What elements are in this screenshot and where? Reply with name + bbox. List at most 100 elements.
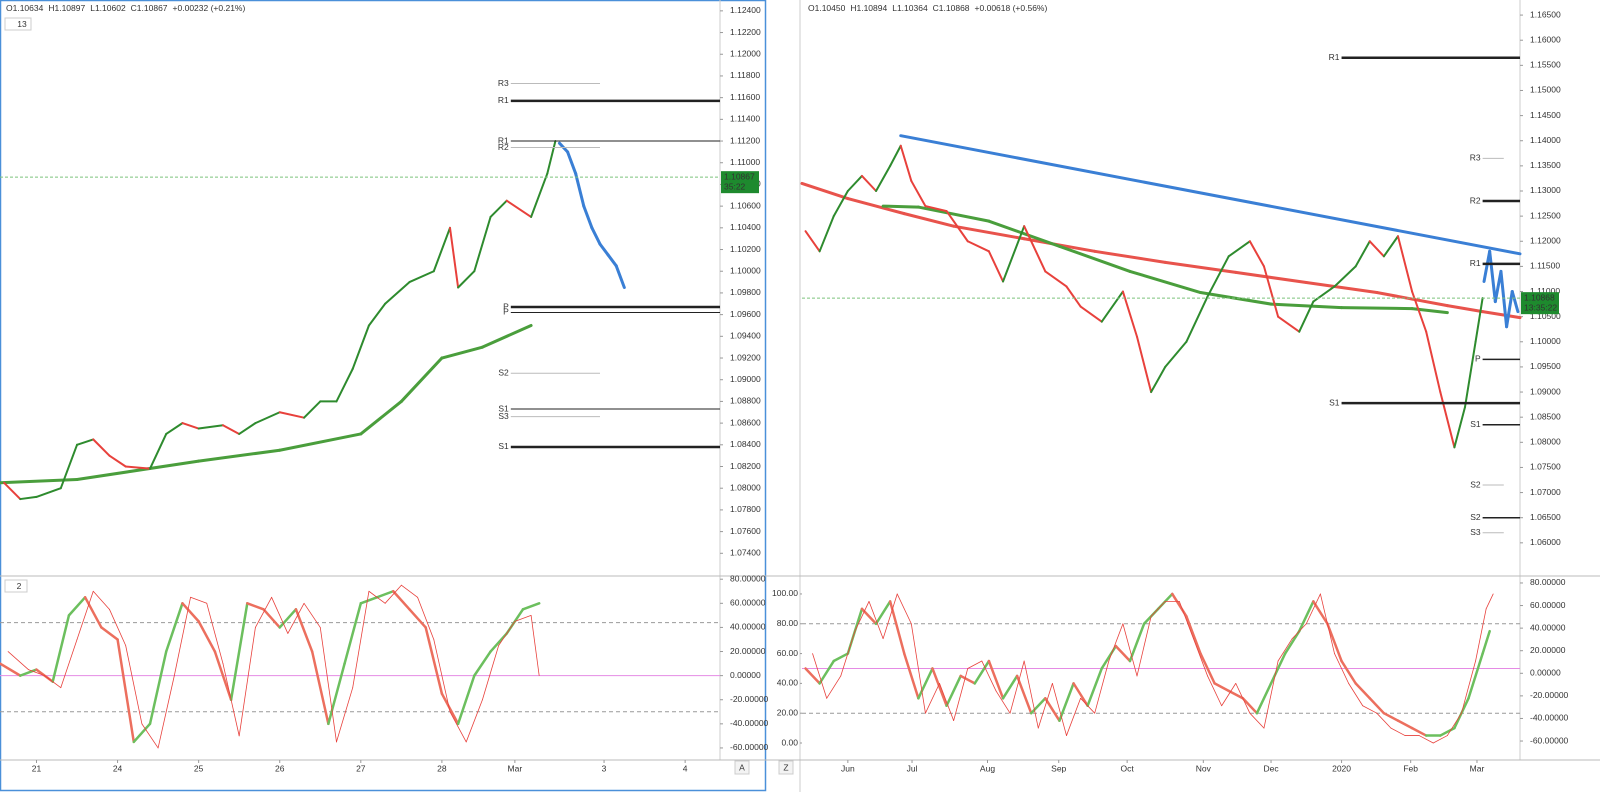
x-tick-label: 25 (194, 763, 204, 773)
oscillator-line (1108, 623, 1124, 662)
y-tick-label: 1.12400 (730, 5, 761, 15)
osc-tick-label: 60.00000 (1530, 600, 1566, 610)
osc-tick-label: 80.00000 (1530, 577, 1566, 587)
x-tick-label: 28 (437, 763, 447, 773)
oscillator-line (1227, 689, 1245, 700)
price-line (1277, 315, 1301, 333)
oscillator-line (1390, 727, 1406, 736)
last-price-label: 1.10868 (1524, 292, 1555, 302)
y-tick-label: 1.13500 (1530, 160, 1561, 170)
price-line (76, 438, 95, 446)
price-line (124, 465, 151, 470)
oscillator-line (1114, 644, 1132, 663)
oscillator-line (100, 626, 119, 641)
oscillator-line (440, 692, 460, 726)
y-tick-label: 1.12200 (730, 27, 761, 37)
price-line (1333, 265, 1357, 288)
zoom-button[interactable] (778, 760, 794, 775)
osc-tick-label: 20.00 (777, 707, 799, 717)
price-line (1065, 285, 1082, 308)
price-line (278, 411, 306, 419)
indicator-badge (4, 579, 28, 593)
oscillator-line (148, 650, 168, 726)
pivot-label: S1 (1329, 397, 1340, 407)
price-line (945, 210, 969, 243)
x-tick-label: 2020 (1332, 763, 1351, 773)
oscillator-line (1255, 682, 1273, 715)
oscillator-line (967, 660, 983, 669)
oscillator-line (939, 682, 955, 722)
oscillator-line (931, 667, 948, 707)
pivot-label: R2 (1470, 195, 1481, 205)
badge-label: 2 (17, 581, 22, 591)
oscillator-line (222, 663, 240, 737)
price-line (1164, 340, 1188, 368)
moving-average (1128, 269, 1202, 295)
moving-average (399, 356, 444, 403)
oscillator-line (1213, 682, 1230, 693)
pivot-label: R1 (1470, 258, 1481, 268)
moving-average (1340, 306, 1414, 311)
oscillator-line (109, 608, 127, 646)
price-line (335, 367, 354, 403)
oscillator-line (417, 596, 435, 640)
ohlc-value: O1.10450 (808, 3, 846, 13)
projection-line (1510, 290, 1520, 314)
x-tick-label: 21 (32, 763, 42, 773)
auto-scale-button[interactable] (734, 760, 750, 775)
y-tick-label: 1.16000 (1530, 34, 1561, 44)
y-tick-label: 1.10200 (730, 244, 761, 254)
y-tick-label: 1.12000 (1530, 236, 1561, 246)
oscillator-line (327, 662, 346, 726)
oscillator-line (832, 652, 850, 663)
y-tick-label: 1.06000 (1530, 537, 1561, 547)
osc-tick-label: 40.00000 (730, 622, 766, 632)
x-tick-label: 3 (602, 763, 607, 773)
moving-average (1057, 244, 1132, 273)
oscillator-line (1185, 615, 1202, 655)
price-line (546, 140, 557, 175)
projection-line (606, 253, 618, 268)
button-label[interactable]: A (739, 762, 745, 772)
osc-tick-label: 80.00 (777, 618, 799, 628)
oscillator-line (0, 662, 22, 677)
projection-line (614, 264, 626, 289)
price-line (530, 172, 549, 218)
oscillator-line (1015, 674, 1033, 715)
active-pane-border (0, 0, 767, 792)
price-line (1368, 240, 1385, 258)
oscillator-line (953, 668, 969, 722)
oscillator-line (1283, 629, 1301, 655)
oscillator-line (343, 602, 363, 665)
price-line (1262, 265, 1280, 318)
oscillator-line (246, 602, 265, 611)
oscillator-line (1305, 593, 1321, 625)
oscillator-line (1481, 629, 1491, 655)
y-tick-label: 1.08000 (730, 482, 761, 492)
oscillator-line (400, 584, 418, 598)
oscillator-line (1354, 682, 1372, 700)
y-tick-label: 1.15500 (1530, 60, 1561, 70)
pivot-label: S2 (498, 367, 509, 377)
moving-average (1375, 291, 1414, 301)
osc-tick-label: 20.00000 (730, 646, 766, 656)
price-line (1185, 295, 1209, 343)
oscillator-line (1058, 682, 1075, 722)
oscillator-line (1235, 682, 1251, 714)
price-line (197, 424, 224, 430)
price-line (966, 240, 990, 253)
price-line (384, 281, 411, 305)
y-tick-label: 1.07400 (730, 548, 761, 558)
oscillator-line (1199, 652, 1216, 685)
oscillator-line (190, 596, 208, 604)
oscillator-line (1009, 660, 1025, 714)
button-label[interactable]: Z (783, 762, 788, 772)
oscillator-line (1207, 675, 1223, 707)
moving-average (902, 212, 956, 228)
price-line (910, 179, 927, 208)
osc-tick-label: -40.00000 (1530, 713, 1569, 723)
price-line (367, 302, 387, 327)
oscillator-line (44, 675, 62, 689)
oscillator-line (1432, 735, 1448, 744)
moving-average (1410, 297, 1449, 308)
